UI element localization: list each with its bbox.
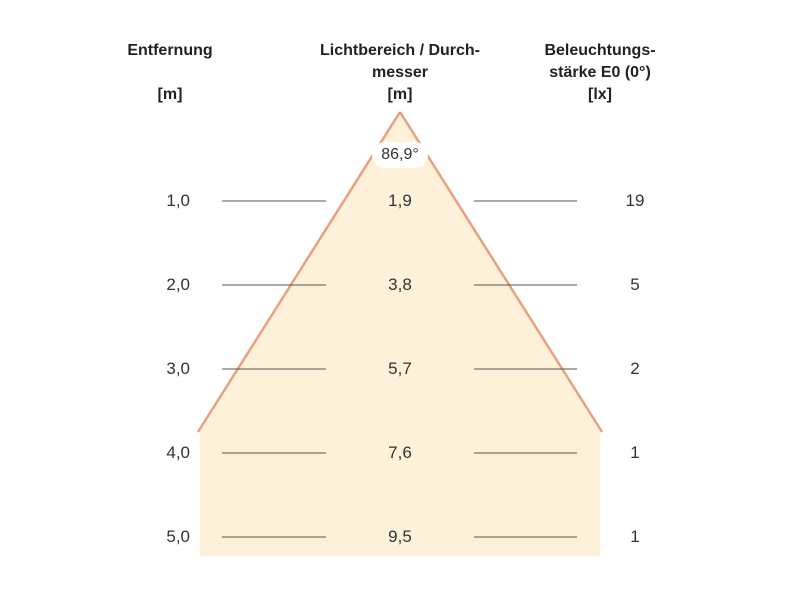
- diameter-value: 7,6: [388, 443, 412, 462]
- header-distance-unit: [m]: [157, 86, 183, 103]
- header-distance-title-line2: [110, 62, 230, 84]
- header-diameter-title-line2: messer: [371, 64, 429, 81]
- illuminance-value: 19: [625, 191, 645, 210]
- diameter-value: 9,5: [388, 527, 412, 546]
- header-diameter-title: Lichtbereich / Durch-: [319, 42, 481, 59]
- header-illuminance-unit: [lx]: [588, 86, 612, 103]
- distance-value: 1,0: [166, 191, 190, 210]
- header-illuminance-title: Beleuchtungs-: [544, 42, 656, 59]
- header-illuminance: Beleuchtungs- stärke E0 (0°) [lx]: [520, 40, 680, 106]
- distance-value: 4,0: [166, 443, 190, 462]
- illuminance-value: 1: [630, 527, 640, 546]
- header-distance-title: Entfernung: [127, 42, 213, 59]
- diameter-value: 1,9: [388, 191, 412, 210]
- header-illuminance-title-line2: stärke E0 (0°): [549, 64, 651, 81]
- diameter-value: 3,8: [388, 275, 412, 294]
- illuminance-value: 5: [630, 275, 640, 294]
- cone-edge-right: [398, 111, 604, 433]
- illuminance-value: 1: [630, 443, 640, 462]
- diameter-value: 5,7: [388, 359, 412, 378]
- distance-value: 5,0: [166, 527, 190, 546]
- header-diameter: Lichtbereich / Durch- messer [m]: [290, 40, 510, 106]
- header-distance: Entfernung [m]: [110, 40, 230, 106]
- angle-label-backdrop: [372, 142, 428, 168]
- cone-edge-left: [196, 111, 402, 433]
- distance-value: 2,0: [166, 275, 190, 294]
- illuminance-value: 2: [630, 359, 640, 378]
- header-diameter-unit: [m]: [387, 86, 413, 103]
- distance-value: 3,0: [166, 359, 190, 378]
- light-cone-fill: [200, 112, 600, 556]
- beam-angle-label: 86,9°: [381, 146, 419, 163]
